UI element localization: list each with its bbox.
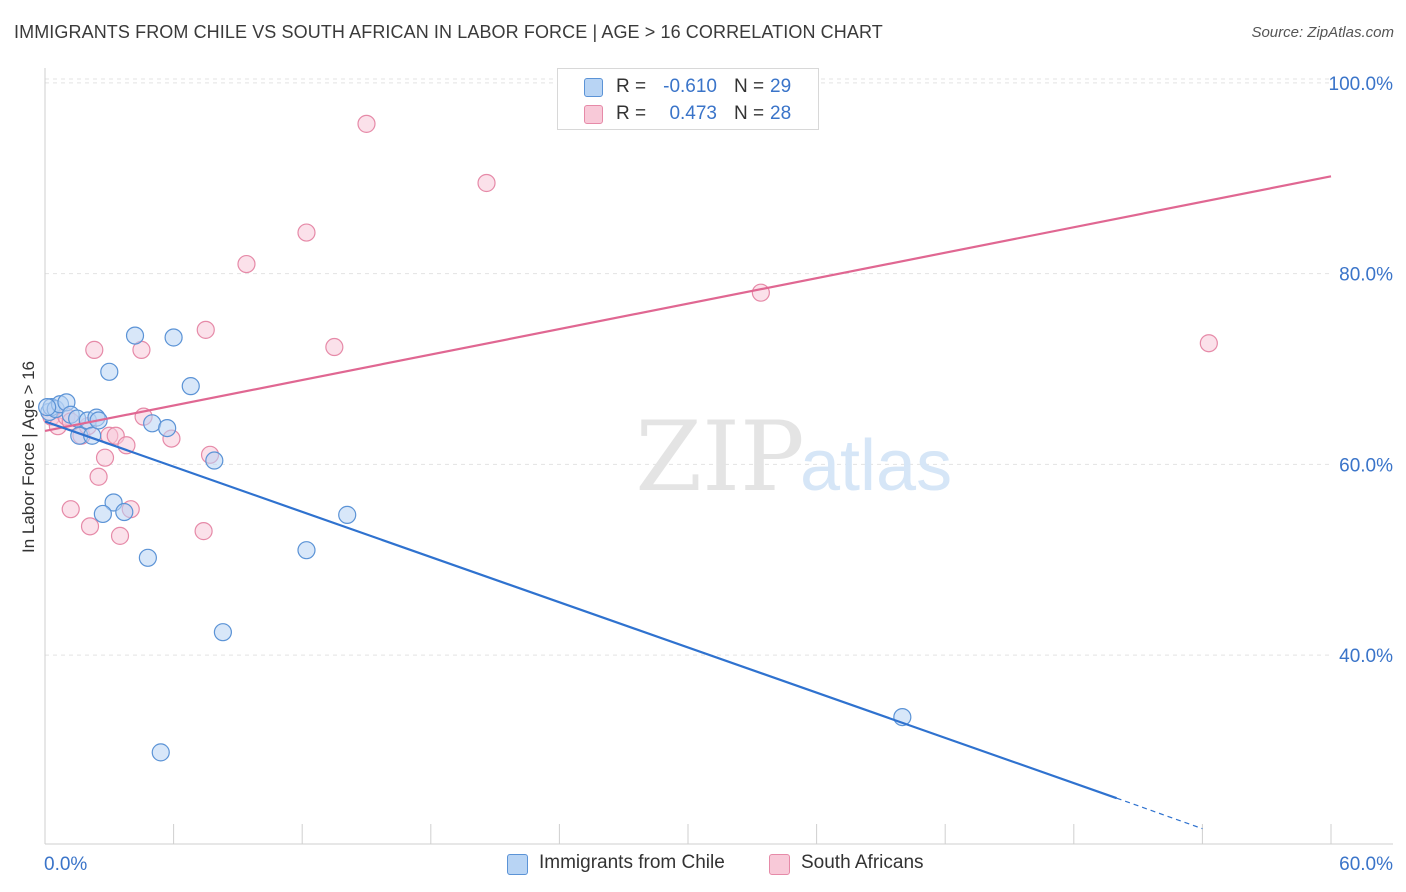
data-point-chile (213, 623, 232, 642)
data-point-chile (115, 502, 134, 522)
y-tick-label: 40.0% (1339, 646, 1393, 667)
data-point-chile (138, 548, 157, 567)
trend-line-chile-extension (1116, 797, 1203, 830)
legend-swatch-chile (584, 78, 603, 97)
legend-r-value-sa: 0.473 (669, 103, 717, 124)
tick-labels: 40.0% 60.0% 80.0% 100.0% 0.0% 60.0% (44, 74, 1393, 875)
legend-swatch-sa (584, 105, 603, 124)
data-point-chile (125, 326, 145, 345)
legend-r-label: R = (616, 103, 647, 124)
x-tick-label-min: 0.0% (44, 854, 87, 875)
trend-line-chile (44, 420, 1118, 800)
data-point-chile (93, 504, 112, 524)
data-point-chile (38, 398, 57, 417)
data-point-chile (338, 505, 357, 524)
legend-n-value-sa: 28 (770, 103, 792, 124)
data-point-sa (61, 500, 80, 519)
data-point-sa (85, 340, 104, 359)
data-point-sa (194, 522, 213, 541)
bottom-legend-swatch-chile (507, 854, 528, 875)
data-point-sa (325, 337, 344, 357)
trend-lines (44, 175, 1332, 830)
data-point-sa (357, 114, 376, 133)
bottom-legend-label-sa: South Africans (801, 852, 924, 873)
data-point-sa (196, 320, 215, 339)
watermark-zip: ZIP (635, 401, 804, 513)
y-tick-label: 60.0% (1339, 455, 1393, 476)
data-point-chile (143, 414, 162, 433)
data-point-sa (751, 283, 770, 302)
trend-line-sa (44, 175, 1332, 433)
axes (44, 68, 1393, 845)
data-point-sa (237, 254, 256, 274)
correlation-legend: R = -0.610 N = 29 R = 0.473 N = 28 (557, 68, 819, 130)
legend-r-value-chile: -0.610 (663, 76, 717, 97)
y-tick-label: 100.0% (1329, 74, 1394, 95)
data-point-chile (205, 451, 224, 470)
watermark-atlas: atlas (800, 426, 952, 506)
legend-row-sa: R = 0.473 N = 28 (558, 102, 818, 126)
bottom-legend-label-chile: Immigrants from Chile (539, 852, 725, 873)
data-point-chile (164, 328, 183, 347)
bottom-legend-swatch-sa (769, 854, 790, 875)
data-point-chile (297, 541, 316, 560)
data-point-chile (181, 377, 200, 396)
legend-n-value-chile: 29 (770, 76, 792, 97)
data-point-sa (95, 448, 115, 467)
data-point-sa (1199, 334, 1218, 353)
source-label: Source: ZipAtlas.com (1251, 24, 1394, 41)
legend-n-label: N = (734, 103, 765, 124)
data-point-sa (89, 467, 108, 486)
chart-title: IMMIGRANTS FROM CHILE VS SOUTH AFRICAN I… (14, 22, 883, 42)
legend-n-label: N = (734, 76, 765, 97)
series-immigrants-from-chile (38, 326, 912, 762)
x-tick-label-max: 60.0% (1339, 854, 1393, 875)
legend-r-label: R = (616, 76, 647, 97)
data-point-sa (80, 517, 100, 536)
gridlines (45, 78, 1331, 656)
data-point-chile (158, 419, 177, 438)
data-point-sa (477, 173, 496, 193)
data-point-sa (297, 223, 316, 242)
y-tick-label: 80.0% (1339, 265, 1393, 286)
series-south-africans (42, 114, 1218, 545)
data-point-chile (100, 362, 119, 381)
data-point-sa (110, 526, 130, 545)
data-point-chile (151, 743, 170, 762)
legend-row-chile: R = -0.610 N = 29 (558, 75, 818, 99)
